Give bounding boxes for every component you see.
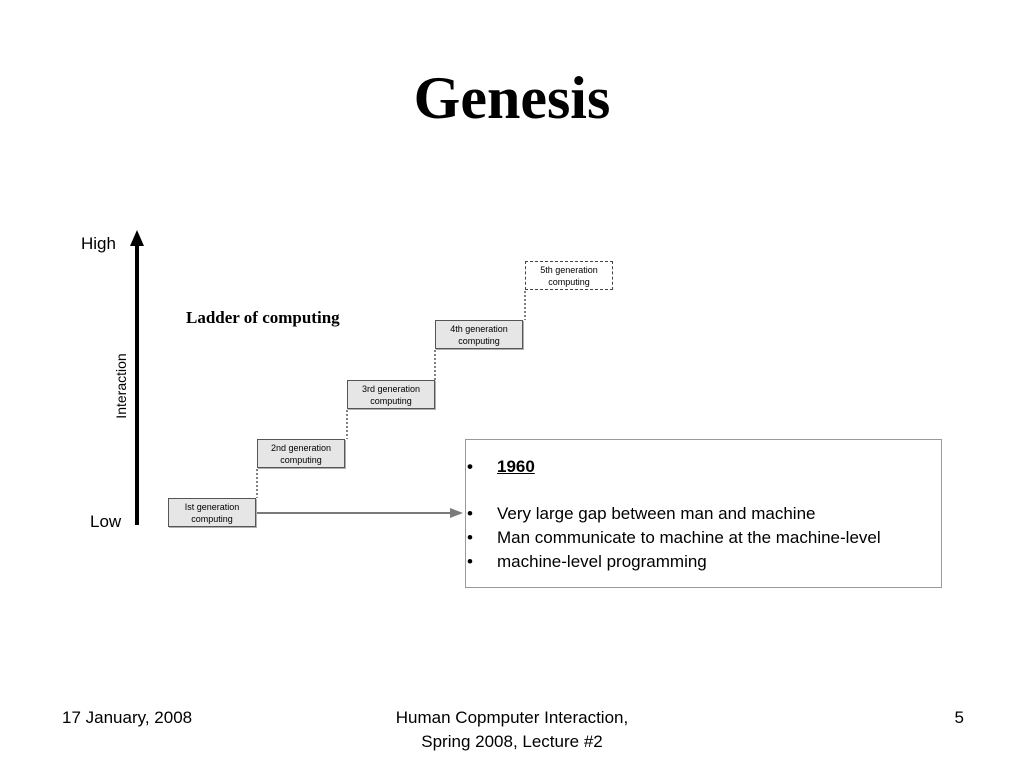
generation-1-box: Ist generation computing [168,498,256,527]
info-heading: 1960 [466,455,881,479]
generation-4-line1: 4th generation [450,323,508,334]
axis-arrowhead [130,230,144,246]
footer-course: Human Copmputer Interaction, Spring 2008… [312,706,712,754]
slide-title: Genesis [413,65,611,131]
info-bullet: Very large gap between man and machine [466,502,881,526]
footer-course-line2: Spring 2008, Lecture #2 [421,732,603,751]
generation-5-box: 5th generation computing [525,261,613,290]
info-box: 1960 Very large gap between man and mach… [465,439,942,588]
generation-4-line2: computing [458,335,500,346]
generation-2-line2: computing [280,454,322,465]
generation-1-line1: Ist generation [184,501,240,512]
page-number: 5 [954,708,964,727]
generation-3-line1: 3rd generation [361,383,421,394]
axis-high-label: High [81,234,116,253]
info-bullet: Man communicate to machine at the machin… [466,526,881,550]
generation-4-box: 4th generation computing [435,320,523,349]
generation-3-line2: computing [370,395,412,406]
footer-date: 17 January, 2008 [62,708,193,727]
generation-5-line2: computing [548,276,590,287]
generation-1-line2: computing [191,513,233,524]
info-list: 1960 Very large gap between man and mach… [466,455,881,574]
footer-course-line1: Human Copmputer Interaction, [395,708,629,727]
ladder-title: Ladder of computing [186,308,340,327]
info-bullet: machine-level programming [466,550,881,574]
generation-3-box: 3rd generation computing [347,380,435,409]
generation-5-line1: 5th generation [540,264,598,275]
info-arrowhead [450,508,463,518]
generation-2-line1: 2nd generation [270,442,332,453]
generation-2-box: 2nd generation computing [257,439,345,468]
axis-title: Interaction [113,353,129,419]
axis-low-label: Low [90,512,122,531]
